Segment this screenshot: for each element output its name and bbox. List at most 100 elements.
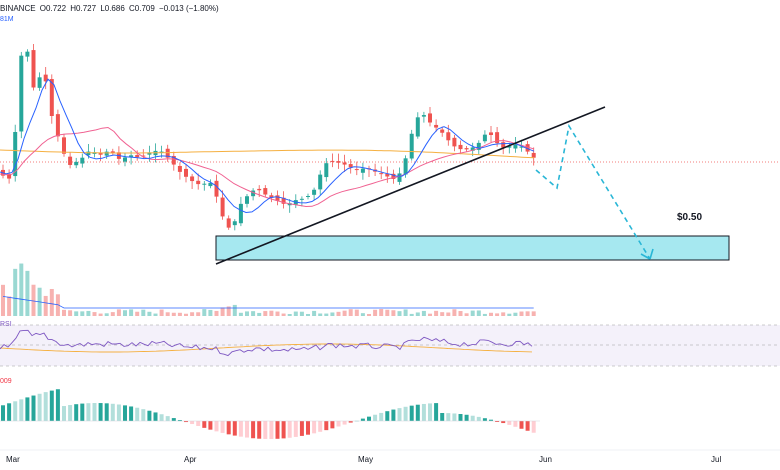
volume-bar bbox=[293, 311, 298, 316]
macd-bar bbox=[49, 390, 54, 421]
rsi-pane-tag: RSI bbox=[0, 321, 12, 328]
x-axis-label-jun: Jun bbox=[539, 455, 552, 464]
volume-bar bbox=[415, 312, 420, 316]
high-value: H0.727 bbox=[70, 4, 97, 13]
volume-bar bbox=[507, 313, 512, 316]
candle-body bbox=[104, 151, 109, 156]
macd-bar bbox=[385, 411, 390, 421]
ma-mid-line bbox=[0, 126, 535, 208]
candle-body bbox=[385, 173, 390, 177]
candle-body bbox=[421, 115, 426, 117]
macd-bar bbox=[171, 418, 176, 421]
volume-bar bbox=[31, 284, 36, 316]
volume-pane-tag: 81M bbox=[0, 16, 14, 23]
macd-bar bbox=[165, 416, 170, 421]
candle-body bbox=[507, 146, 512, 148]
macd-bar bbox=[19, 399, 24, 421]
volume-bar bbox=[440, 312, 445, 316]
target-zone[interactable] bbox=[215, 235, 730, 261]
macd-bar bbox=[318, 421, 323, 432]
macd-bar bbox=[62, 406, 66, 421]
candle-body bbox=[55, 114, 60, 137]
volume-bar bbox=[1, 284, 5, 316]
macd-bar bbox=[25, 397, 30, 421]
macd-bar bbox=[80, 403, 85, 421]
macd-bar bbox=[379, 412, 384, 421]
macd-bar bbox=[440, 413, 445, 421]
volume-bar bbox=[25, 270, 30, 316]
volume-bar bbox=[379, 309, 384, 316]
volume-bar bbox=[74, 311, 79, 316]
volume-bar bbox=[13, 268, 18, 316]
trend-line[interactable] bbox=[215, 106, 606, 265]
volume-bar bbox=[489, 312, 493, 316]
macd-bar bbox=[55, 389, 60, 421]
candle-body bbox=[214, 180, 219, 197]
volume-bar bbox=[220, 307, 225, 316]
candle-body bbox=[49, 79, 54, 116]
candle-body bbox=[7, 174, 12, 179]
candle-body bbox=[68, 156, 73, 165]
volume-bar bbox=[464, 313, 469, 316]
candle-body bbox=[489, 132, 493, 135]
volume-bar bbox=[147, 311, 152, 316]
candle-body bbox=[519, 146, 524, 148]
volume-bar bbox=[177, 312, 182, 316]
macd-bar bbox=[251, 421, 256, 439]
volume-bar bbox=[287, 313, 292, 316]
volume-bar bbox=[501, 312, 506, 316]
macd-bar bbox=[1, 405, 5, 421]
candle-body bbox=[336, 161, 341, 163]
volume-bar bbox=[525, 311, 530, 316]
macd-bar bbox=[116, 404, 121, 421]
macd-bar bbox=[446, 413, 451, 421]
candle-body bbox=[37, 77, 42, 88]
macd-bar bbox=[531, 421, 536, 433]
macd-bar bbox=[428, 403, 432, 421]
candle-body bbox=[86, 151, 91, 156]
candle-body bbox=[306, 196, 310, 197]
volume-bar bbox=[428, 313, 432, 316]
candle-body bbox=[238, 203, 243, 224]
volume-bar bbox=[476, 310, 481, 316]
macd-bar bbox=[184, 421, 188, 423]
macd-bar bbox=[13, 401, 18, 421]
volume-bar bbox=[190, 312, 195, 316]
volume-bar bbox=[275, 311, 280, 316]
candle-body bbox=[299, 198, 304, 200]
candle-body bbox=[220, 197, 225, 217]
volume-bar bbox=[129, 309, 134, 316]
macd-bar bbox=[367, 416, 371, 421]
volume-bar bbox=[135, 311, 140, 316]
volume-bar bbox=[7, 296, 12, 316]
candle-body bbox=[470, 147, 475, 151]
volume-bar bbox=[513, 312, 518, 316]
macd-bar bbox=[153, 412, 158, 421]
macd-bar bbox=[287, 421, 292, 438]
volume-bar bbox=[354, 309, 359, 316]
candle-body bbox=[177, 165, 182, 172]
volume-bar bbox=[391, 310, 396, 316]
ma-long-line bbox=[0, 149, 535, 159]
macd-bar bbox=[476, 416, 481, 421]
macd-bar bbox=[104, 403, 109, 421]
volume-bar bbox=[409, 313, 414, 316]
projection-path[interactable] bbox=[535, 123, 651, 260]
macd-bar bbox=[214, 421, 219, 432]
macd-bar bbox=[397, 408, 402, 421]
volume-bar bbox=[531, 311, 536, 316]
volume-bar bbox=[123, 310, 127, 316]
volume-bar bbox=[208, 309, 213, 316]
volume-bar bbox=[342, 310, 347, 316]
volume-bar bbox=[202, 309, 207, 316]
ma-short-line bbox=[0, 78, 535, 214]
macd-bar bbox=[348, 421, 353, 423]
macd-bar bbox=[263, 421, 268, 439]
projection-arrow-right bbox=[649, 248, 654, 260]
macd-bar bbox=[519, 421, 524, 429]
volume-bar bbox=[281, 313, 286, 316]
volume-bar bbox=[43, 295, 48, 316]
macd-bar bbox=[245, 421, 249, 438]
